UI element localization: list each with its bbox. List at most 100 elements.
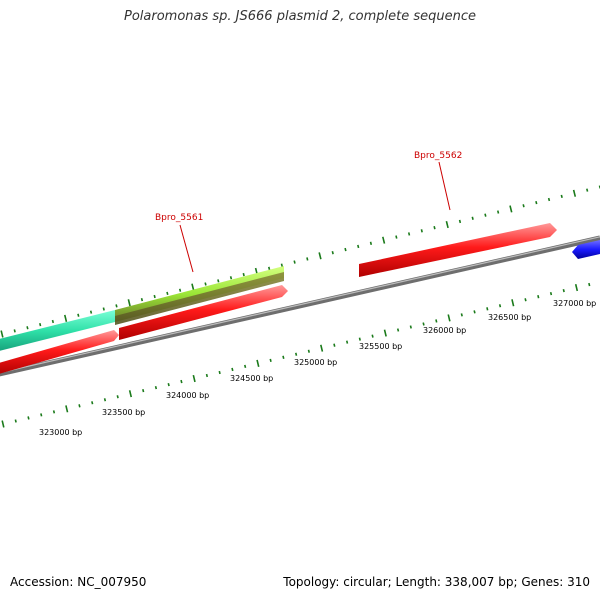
lower-scale-minor-tick — [27, 416, 30, 420]
upper-scale-major-tick — [0, 330, 4, 338]
upper-scale-minor-tick — [280, 263, 284, 267]
upper-scale-minor-tick — [268, 266, 271, 270]
gene-arrow-bpro-5562[interactable] — [359, 223, 557, 277]
upper-scale-minor-tick — [560, 194, 563, 199]
lower-scale-major-tick — [256, 359, 260, 367]
upper-scale-minor-tick — [217, 279, 220, 283]
scale-label-326000: 326000 bp — [423, 326, 466, 335]
feature-teal[interactable] — [0, 310, 115, 352]
lower-scale-minor-tick — [562, 288, 565, 293]
upper-scale-minor-tick — [586, 188, 589, 192]
upper-scale-minor-tick — [39, 322, 42, 327]
plasmid-backbone-highlight — [0, 236, 600, 374]
scale-label-325500: 325500 bp — [359, 342, 402, 351]
lower-scale-minor-tick — [154, 385, 158, 390]
lower-scale-minor-tick — [91, 401, 94, 405]
gene-arrow-blue[interactable] — [572, 240, 600, 259]
lower-scale-minor-tick — [333, 343, 336, 347]
upper-scale-minor-tick — [204, 282, 207, 286]
upper-scale-major-tick — [382, 236, 386, 244]
scale-label-324000: 324000 bp — [166, 391, 209, 400]
upper-scale-minor-tick — [535, 201, 538, 205]
upper-scale-major-tick — [318, 252, 322, 260]
lower-scale-major-tick — [511, 299, 515, 307]
lower-scale-minor-tick — [142, 389, 145, 393]
lower-scale-minor-tick — [358, 337, 361, 341]
lower-scale-minor-tick — [422, 322, 425, 326]
upper-scale-minor-tick — [153, 294, 156, 299]
lower-scale-minor-tick — [524, 298, 527, 302]
lower-scale-minor-tick — [103, 398, 107, 402]
topology-summary: Topology: circular; Length: 338,007 bp; … — [283, 575, 590, 589]
upper-scale-minor-tick — [331, 251, 334, 255]
lower-scale-minor-tick — [460, 313, 463, 317]
gene-arrow-left[interactable] — [0, 330, 119, 375]
upper-scale-minor-tick — [115, 304, 118, 308]
scale-label-323500: 323500 bp — [102, 408, 145, 417]
scale-label-324500: 324500 bp — [230, 374, 273, 383]
upper-scale-minor-tick — [471, 216, 474, 220]
lower-scale-minor-tick — [345, 340, 349, 344]
label-line-bpro-5561 — [179, 224, 194, 273]
upper-scale-minor-tick — [102, 307, 105, 311]
upper-scale-minor-tick — [433, 226, 436, 230]
gene-label-bpro-5561[interactable]: Bpro_5561 — [155, 213, 203, 223]
upper-scale-minor-tick — [26, 326, 29, 330]
lower-scale-minor-tick — [78, 404, 81, 408]
lower-scale-minor-tick — [180, 379, 183, 384]
lower-scale-minor-tick — [549, 292, 553, 296]
upper-scale-minor-tick — [293, 260, 296, 264]
upper-scale-minor-tick — [547, 197, 551, 202]
upper-scale-major-tick — [63, 314, 68, 322]
map-title: Polaromonas sp. JS666 plasmid 2, complet… — [123, 9, 476, 24]
lower-scale-minor-tick — [167, 382, 170, 387]
lower-scale-minor-tick — [588, 282, 591, 287]
upper-scale-minor-tick — [357, 244, 360, 249]
upper-scale-minor-tick — [89, 310, 93, 314]
lower-scale-major-tick — [383, 329, 387, 337]
lower-scale-minor-tick — [269, 358, 272, 362]
lower-scale-minor-tick — [307, 349, 310, 353]
upper-scale-minor-tick — [484, 213, 487, 217]
lower-scale-minor-tick — [396, 328, 400, 332]
lower-scale-minor-tick — [409, 325, 412, 329]
lower-scale-major-tick — [128, 390, 133, 398]
lower-scale-major-tick — [1, 420, 5, 428]
upper-scale-minor-tick — [458, 219, 462, 224]
lower-scale-minor-tick — [52, 410, 56, 414]
upper-scale-minor-tick — [242, 272, 245, 277]
upper-scale-minor-tick — [369, 241, 373, 245]
scale-label-326500: 326500 bp — [488, 313, 531, 322]
lower-scale-minor-tick — [537, 295, 540, 299]
lower-scale-minor-tick — [282, 355, 285, 359]
upper-scale-major-tick — [572, 189, 577, 197]
upper-scale-minor-tick — [77, 313, 80, 317]
upper-scale-minor-tick — [51, 319, 55, 324]
lower-scale-minor-tick — [435, 319, 438, 323]
scale-label-327000: 327000 bp — [553, 299, 596, 308]
upper-scale-minor-tick — [344, 247, 347, 252]
gene-arrow-bpro-5561[interactable] — [119, 285, 288, 340]
lower-scale-minor-tick — [231, 367, 234, 372]
accession-label: Accession: NC_007950 — [10, 575, 147, 589]
lower-scale-minor-tick — [14, 419, 17, 423]
upper-scale-major-tick — [445, 220, 449, 229]
upper-scale-minor-tick — [13, 329, 16, 333]
lower-scale-minor-tick — [486, 307, 489, 311]
upper-scale-minor-tick — [306, 257, 309, 261]
lower-scale-minor-tick — [498, 304, 502, 308]
lower-scale-minor-tick — [40, 413, 43, 417]
lower-scale-minor-tick — [294, 352, 298, 356]
upper-scale-minor-tick — [496, 210, 500, 214]
lower-scale-minor-tick — [244, 364, 247, 369]
lower-scale-major-tick — [65, 405, 69, 413]
lower-tick-track — [1, 282, 591, 428]
lower-scale-minor-tick — [116, 395, 119, 399]
scale-label-325000: 325000 bp — [294, 358, 337, 367]
lower-scale-major-tick — [192, 374, 196, 383]
upper-scale-major-tick — [509, 205, 513, 213]
lower-scale-minor-tick — [205, 373, 209, 378]
gene-label-bpro-5562[interactable]: Bpro_5562 — [414, 151, 462, 161]
